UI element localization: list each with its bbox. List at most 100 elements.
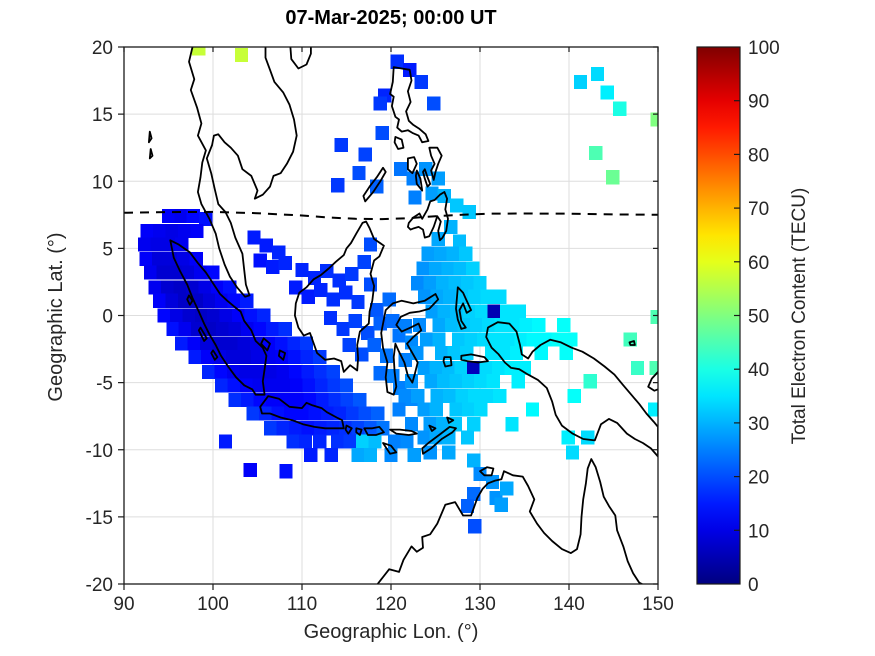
- tec-cell: [479, 360, 493, 375]
- tec-cell: [144, 265, 158, 280]
- tec-cell: [564, 332, 578, 347]
- tec-cell: [216, 321, 230, 336]
- tec-cell: [289, 364, 303, 379]
- coastline-alor: [428, 424, 437, 432]
- tec-cell: [340, 393, 355, 408]
- tec-cell: [467, 389, 482, 404]
- tec-cell: [429, 402, 444, 417]
- tec-cell: [442, 445, 456, 460]
- coastline-lombok: [355, 427, 363, 436]
- tec-cell: [418, 289, 432, 304]
- tec-cell: [387, 434, 402, 449]
- tec-cell: [461, 374, 476, 389]
- tec-cell: [238, 350, 252, 365]
- tec-cell: [339, 378, 354, 393]
- tec-cell: [348, 313, 363, 328]
- tec-cell: [286, 434, 300, 449]
- tec-cell: [444, 317, 459, 332]
- tec-cell: [223, 280, 237, 295]
- tec-cell: [358, 406, 372, 421]
- tec-cell: [600, 85, 614, 100]
- tec-cell: [190, 293, 204, 308]
- tec-cell: [313, 350, 327, 365]
- tec-cell: [278, 321, 292, 336]
- tec-cell: [182, 308, 196, 323]
- tec-cell: [427, 96, 441, 111]
- tec-cell: [357, 254, 371, 269]
- tec-cell: [363, 277, 378, 292]
- magnetic-equator-line: [124, 210, 658, 221]
- tec-cell: [417, 360, 431, 375]
- tec-cell: [279, 464, 293, 479]
- tec-cell: [243, 462, 258, 477]
- tec-cell: [215, 293, 229, 308]
- tec-cell: [492, 389, 507, 404]
- tec-cell: [240, 293, 254, 308]
- colorbar-tick-label: 30: [748, 414, 769, 435]
- y-tick-label: -20: [86, 575, 113, 596]
- tec-cell: [474, 374, 488, 389]
- tec-cell: [351, 295, 365, 310]
- coastline-new-guinea: [485, 321, 658, 458]
- tec-cell: [228, 321, 242, 336]
- axis-ticks: [118, 46, 659, 590]
- tec-cell: [573, 74, 588, 89]
- tec-cell: [278, 393, 292, 408]
- tec-cell: [411, 389, 425, 404]
- tec-cell: [373, 366, 387, 381]
- y-tick-label: 20: [92, 38, 113, 59]
- tec-cell: [152, 252, 166, 267]
- tec-cell: [358, 147, 372, 162]
- coastline-mindoro: [393, 136, 405, 150]
- tec-cell: [512, 304, 526, 319]
- tec-cell: [443, 389, 457, 404]
- tec-cell: [175, 336, 189, 351]
- tec-cell: [436, 374, 451, 389]
- tec-cell: [177, 223, 192, 238]
- tec-cell: [379, 348, 394, 363]
- x-axis-label: Geographic Lon. (°): [303, 621, 479, 643]
- tec-cell: [330, 434, 345, 449]
- tec-cell: [308, 406, 323, 421]
- coastline-indochina-malay-peninsula: [188, 47, 298, 298]
- tec-cell: [301, 364, 315, 379]
- tec-cell: [323, 311, 338, 326]
- tec-cell: [361, 325, 375, 341]
- tec-cell: [435, 417, 450, 432]
- tec-cell: [454, 360, 468, 375]
- tec-cell: [373, 96, 387, 111]
- tec-cell: [489, 332, 503, 347]
- coastline-buru: [442, 356, 453, 368]
- colorbar-tick-label: 40: [748, 360, 769, 381]
- tec-cell: [417, 402, 431, 417]
- tec-cell: [227, 378, 242, 393]
- tec-cell: [162, 237, 177, 252]
- colorbar-tick-label: 60: [748, 253, 769, 274]
- tec-cell: [511, 374, 525, 389]
- tec-cell: [215, 378, 229, 393]
- coastline-mindanao: [407, 191, 449, 242]
- coastline-panay: [407, 156, 418, 175]
- y-tick-label: 10: [92, 172, 113, 193]
- tec-cell: [509, 346, 524, 361]
- tec-cell: [192, 47, 206, 56]
- tec-cell: [246, 406, 260, 421]
- tec-cell: [375, 125, 389, 140]
- tec-cell: [300, 350, 315, 365]
- tec-cell: [265, 321, 280, 336]
- tec-cell: [382, 292, 396, 307]
- tec-cell: [464, 332, 478, 347]
- tec-cell: [647, 402, 658, 417]
- tec-cell: [423, 445, 437, 460]
- tec-cell: [253, 321, 267, 336]
- tec-cell: [474, 402, 488, 417]
- tec-cell: [259, 238, 274, 253]
- colorbar-tick-label: 90: [748, 92, 769, 113]
- tec-cell: [187, 336, 201, 351]
- tec-cell: [450, 198, 464, 213]
- coastline-cebu: [422, 168, 432, 188]
- tec-cell: [289, 280, 303, 295]
- tec-cell: [304, 448, 318, 463]
- tec-cell: [237, 336, 251, 351]
